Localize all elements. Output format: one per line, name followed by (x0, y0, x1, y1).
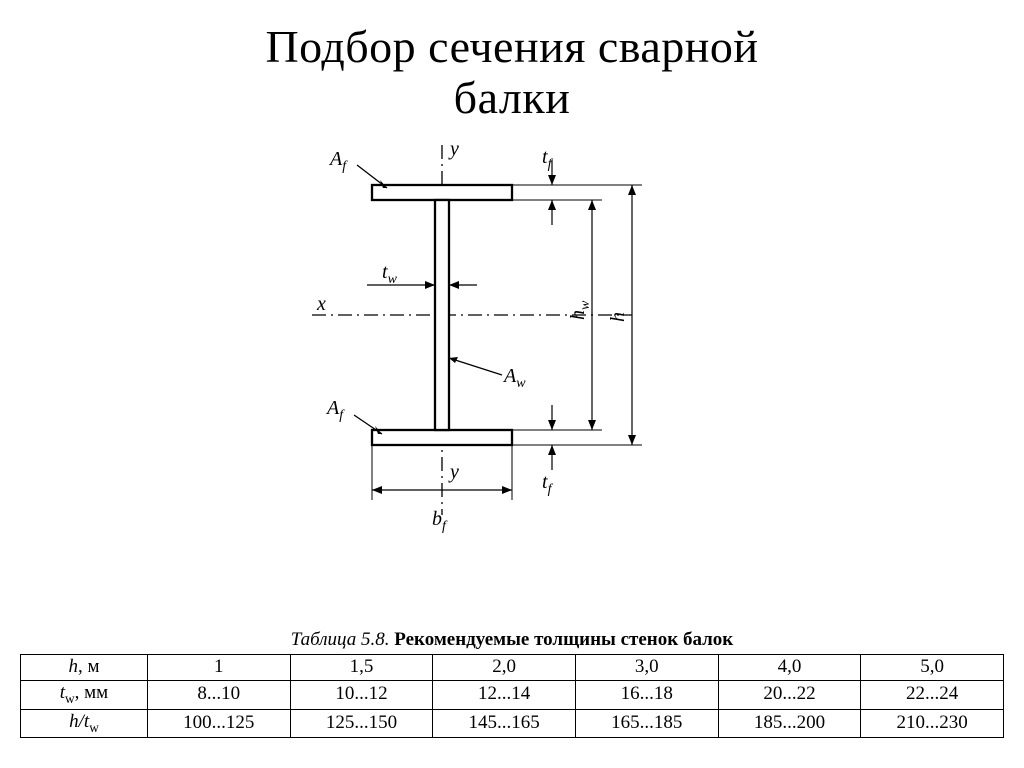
ibeam-diagram: Af Af Aw tw (0, 130, 1024, 560)
label-y-top: у (448, 138, 459, 160)
label-y-bottom: у (448, 461, 459, 483)
table-cell: 10...12 (290, 681, 433, 709)
title-line1: Подбор сечения сварной (265, 21, 758, 72)
thickness-table: h, м 1 1,5 2,0 3,0 4,0 5,0 tw, мм 8...10… (20, 654, 1004, 738)
table-cell: 5,0 (861, 655, 1004, 681)
table-caption-number: Таблица 5.8. (291, 629, 390, 650)
row-header-tw: tw, мм (21, 681, 148, 709)
table-cell: 8...10 (147, 681, 290, 709)
table-cell: 210...230 (861, 709, 1004, 737)
row-header-h: h, м (21, 655, 148, 681)
table-row: h/tw 100...125 125...150 145...165 165..… (21, 709, 1004, 737)
label-Aw: Aw (502, 365, 526, 391)
title-line2: балки (454, 72, 571, 123)
table-cell: 2,0 (433, 655, 576, 681)
table-cell: 185...200 (718, 709, 861, 737)
label-tf-bottom: tf (542, 471, 554, 497)
label-hw: hw (567, 300, 593, 320)
label-tw: tw (382, 261, 398, 287)
label-bf: bf (432, 508, 448, 534)
row-header-h-tw: h/tw (21, 709, 148, 737)
table-cell: 3,0 (575, 655, 718, 681)
table-row: tw, мм 8...10 10...12 12...14 16...18 20… (21, 681, 1004, 709)
table-caption: Таблица 5.8. Рекомендуемые толщины стено… (20, 629, 1004, 651)
table-cell: 1 (147, 655, 290, 681)
label-h: h (607, 312, 629, 322)
label-x-axis: х (316, 293, 326, 315)
table-cell: 125...150 (290, 709, 433, 737)
table-cell: 12...14 (433, 681, 576, 709)
table-row: h, м 1 1,5 2,0 3,0 4,0 5,0 (21, 655, 1004, 681)
label-Af-top: Af (328, 148, 348, 174)
table-cell: 1,5 (290, 655, 433, 681)
table-cell: 100...125 (147, 709, 290, 737)
table-cell: 165...185 (575, 709, 718, 737)
label-Af-bottom: Af (325, 397, 345, 423)
table-caption-title: Рекомендуемые толщины стенок балок (394, 629, 733, 650)
table-cell: 4,0 (718, 655, 861, 681)
table-cell: 16...18 (575, 681, 718, 709)
table-cell: 22...24 (861, 681, 1004, 709)
table-cell: 145...165 (433, 709, 576, 737)
table-cell: 20...22 (718, 681, 861, 709)
